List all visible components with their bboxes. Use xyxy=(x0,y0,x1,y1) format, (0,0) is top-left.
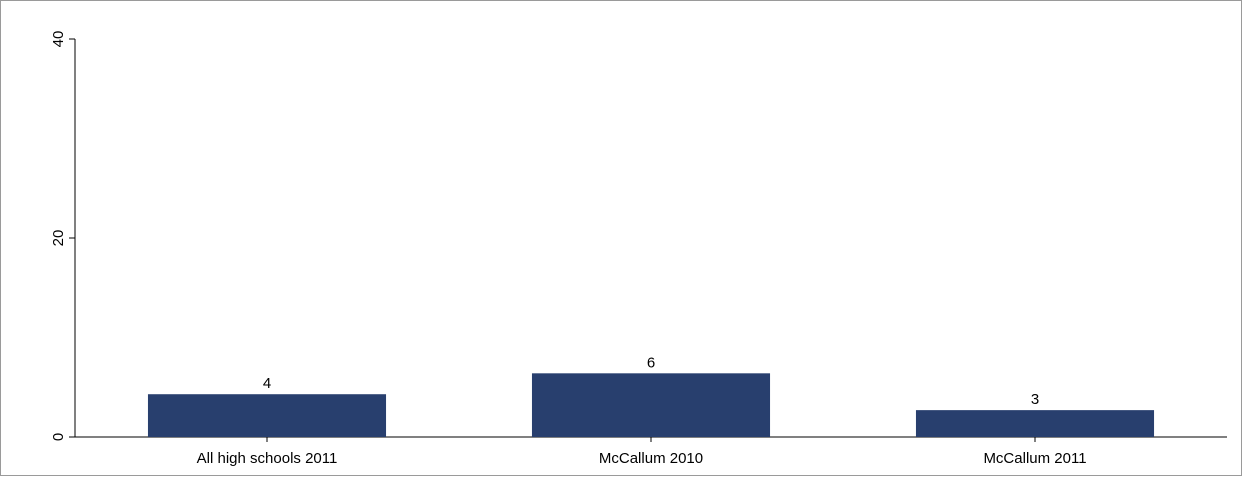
bars xyxy=(147,373,1155,437)
bar-value-label: 3 xyxy=(1031,391,1039,408)
category-labels: All high schools 2011 McCallum 2010 McCall… xyxy=(197,437,1087,467)
category-label: McCallum 2011 xyxy=(983,450,1086,467)
value-labels: 4 6 3 xyxy=(263,354,1039,408)
bar xyxy=(915,410,1155,437)
bar-value-label: 6 xyxy=(647,354,655,371)
y-tick-label: 20 xyxy=(50,230,67,247)
category-label: McCallum 2010 xyxy=(599,450,703,467)
bar xyxy=(147,394,387,437)
y-ticks: 0 20 40 xyxy=(50,31,75,441)
bar-value-label: 4 xyxy=(263,375,271,392)
y-tick-label: 0 xyxy=(50,433,67,441)
category-label: All high schools 2011 xyxy=(197,450,338,467)
bar xyxy=(531,373,771,437)
y-tick-label: 40 xyxy=(50,31,67,48)
